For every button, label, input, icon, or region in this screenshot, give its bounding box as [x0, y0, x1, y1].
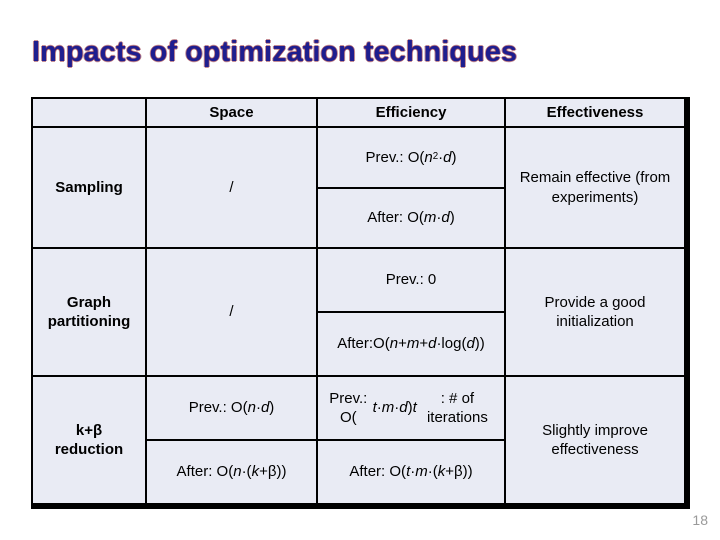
sampling-efficiency-cell: Prev.: O(n 2 · d) After: O(m · d) [318, 128, 506, 249]
sampling-space-cell: / [147, 128, 318, 249]
graph-partitioning-effectiveness-cell: Provide a good initialization [506, 249, 684, 377]
row-label-graph-partitioning: Graph partitioning [33, 249, 147, 377]
kb-reduction-efficiency-cell: Prev.: O(t · m · d) t : # of iterations After… [318, 377, 506, 503]
sampling-efficiency-after: After: O(m · d) [367, 209, 455, 226]
header-space: Space [147, 99, 318, 128]
page-number: 18 [692, 512, 708, 528]
graph-partitioning-efficiency-prev: Prev.: 0 [318, 249, 504, 313]
header-effectiveness: Effectiveness [506, 99, 684, 128]
kb-reduction-effectiveness-cell: Slightly improve effectiveness [506, 377, 684, 503]
slide-title: Impacts of optimization techniques [32, 36, 517, 68]
row-label-kb-reduction: k+β reduction [33, 377, 147, 503]
kb-reduction-space-after: After: O(n ·(k +β)) [176, 463, 287, 481]
sampling-effectiveness-cell: Remain effective (from experiments) [506, 128, 684, 249]
graph-partitioning-efficiency-cell: Prev.: 0 After: O(n + m + d ·log(d)) [318, 249, 506, 377]
graph-partitioning-space-cell: / [147, 249, 318, 377]
kb-reduction-efficiency-prev: Prev.: O(t · m · d) t : # of iterations [318, 377, 504, 441]
header-corner-cell [33, 99, 147, 128]
kb-reduction-space-cell: Prev.: O(n · d) After: O(n ·(k +β)) [147, 377, 318, 503]
graph-partitioning-efficiency-after: After: O(n + m + d ·log(d)) [337, 335, 485, 353]
kb-reduction-efficiency-after: After: O(t · m ·(k +β)) [349, 463, 473, 481]
impact-table: Space Efficiency Effectiveness Sampling … [31, 97, 690, 509]
kb-reduction-space-prev: Prev.: O(n · d) [147, 377, 316, 441]
row-label-sampling: Sampling [33, 128, 147, 249]
header-efficiency: Efficiency [318, 99, 506, 128]
sampling-efficiency-prev: Prev.: O(n 2 · d) [318, 128, 504, 189]
